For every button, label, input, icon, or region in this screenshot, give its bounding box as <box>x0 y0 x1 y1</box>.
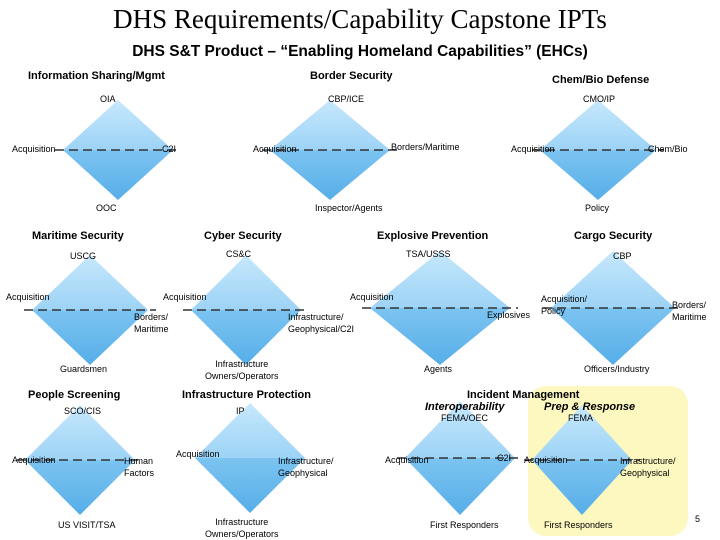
ipt-left-label: Acquisition <box>253 144 297 154</box>
ipt-subheader-prep-response: Prep & Response <box>544 401 636 413</box>
ipt-bottom-label: Infrastructure Owners/Operators <box>205 517 279 539</box>
ipt-left-label: Acquisition <box>524 455 568 465</box>
ipt-top-label: TSA/USSS <box>406 249 451 259</box>
ipt-diamond <box>532 100 664 200</box>
ipt-bottom-label: Officers/Industry <box>584 364 650 374</box>
ipt-left-label: Acquisition <box>176 449 220 459</box>
diamond-upper-half <box>270 100 390 150</box>
ipt-bottom-label: Infrastructure Owners/Operators <box>205 359 279 381</box>
ipt-top-label: CBP <box>613 251 632 261</box>
ipt-top-label: USCG <box>70 251 97 261</box>
ipt-left-label: Acquisition <box>6 292 50 302</box>
ipt-diamond <box>543 251 683 365</box>
diamond-lower-half <box>195 458 305 513</box>
ipt-right-label: Human Factors <box>124 456 155 478</box>
ipt-left-label: Acquisition/ Policy <box>541 294 588 316</box>
ipt-diamond <box>24 255 156 365</box>
ipt-top-label: CMO/IP <box>583 94 616 104</box>
ipt-top-label: FEMA/OEC <box>441 413 489 423</box>
ipt-top-label: IP <box>236 406 245 416</box>
ipt-header-cargo-security: Cargo Security <box>574 230 653 242</box>
diamond-upper-half <box>195 403 305 458</box>
ipt-right-label: Explosives <box>487 310 531 320</box>
ipt-left-label: Acquisition <box>163 292 207 302</box>
ipt-diamond <box>195 403 305 513</box>
ipt-diamond <box>183 255 309 365</box>
ipt-diamond <box>524 405 640 515</box>
ipt-header-incident-management: Incident Management <box>467 389 580 401</box>
ipt-diamond <box>17 405 143 515</box>
diamond-lower-half <box>405 458 515 515</box>
diamond-lower-half <box>63 150 173 200</box>
ipt-top-label: CBP/ICE <box>328 94 365 104</box>
page-number: 5 <box>695 514 701 524</box>
diamond-upper-half <box>32 255 148 310</box>
diamond-lower-half <box>370 308 510 365</box>
ipt-left-label: Acquisition <box>511 144 555 154</box>
ipt-right-label: Borders/ Maritime <box>672 300 707 322</box>
ipt-diamond <box>262 100 398 200</box>
diamond-lower-half <box>32 310 148 365</box>
ipt-diamond <box>397 401 523 515</box>
ipt-top-label: SCO/CIS <box>64 406 102 416</box>
ipt-subheader-interoperability: Interoperability <box>425 401 505 413</box>
ipt-right-label: Borders/ Maritime <box>134 312 169 334</box>
ipt-bottom-label: Inspector/Agents <box>315 203 383 213</box>
ipt-right-label: Infrastructure/ Geophysical/C2I <box>288 312 355 334</box>
diamond-upper-half <box>540 100 656 150</box>
ipt-diamond <box>55 100 181 200</box>
ipt-header-people-screening: People Screening <box>28 389 121 401</box>
ipt-header-maritime-security: Maritime Security <box>32 230 124 242</box>
ipt-top-label: OIA <box>100 94 116 104</box>
ipt-header-cyber-security: Cyber Security <box>204 230 282 242</box>
ipt-top-label: CS&C <box>226 249 252 259</box>
diamond-lower-half <box>551 308 675 365</box>
diamond-upper-half <box>191 255 301 310</box>
diamond-lower-half <box>270 150 390 200</box>
ipt-right-label: C2I <box>497 453 512 463</box>
diamond-upper-half <box>63 100 173 150</box>
diamond-lower-half <box>532 460 632 515</box>
ipt-bottom-label: Policy <box>585 203 610 213</box>
ipt-right-label: Infrastructure/ Geophysical <box>278 456 334 478</box>
ipt-bottom-label: OOC <box>96 203 117 213</box>
page-title: DHS Requirements/Capability Capstone IPT… <box>113 4 607 34</box>
ipt-bottom-label: US VISIT/TSA <box>58 520 116 530</box>
diamond-upper-half <box>532 405 632 460</box>
page-subtitle: DHS S&T Product – “Enabling Homeland Cap… <box>132 43 588 60</box>
diamond-lower-half <box>191 310 301 365</box>
ipt-header-explosive-prevention: Explosive Prevention <box>377 230 489 242</box>
diamond-upper-half <box>370 251 510 308</box>
ipt-right-label: Infrastructure/ Geophysical <box>620 456 676 478</box>
diamond-upper-half <box>551 251 675 308</box>
ipt-left-label: Acquisition <box>385 455 429 465</box>
diamond-upper-half <box>405 401 515 458</box>
ipt-bottom-label: Guardsmen <box>60 364 108 374</box>
ipt-diamond <box>362 251 518 365</box>
ipt-header-border-security: Border Security <box>310 70 393 82</box>
ipt-bottom-label: Agents <box>424 364 453 374</box>
ipt-header-information-sharing: Information Sharing/Mgmt <box>28 70 165 82</box>
ipt-left-label: Acquisition <box>12 144 56 154</box>
diamond-lower-half <box>25 460 135 515</box>
ipt-top-label: FEMA <box>568 413 594 423</box>
ipt-right-label: C2I <box>162 144 177 154</box>
ipt-header-infrastructure-protection: Infrastructure Protection <box>182 389 311 401</box>
ipt-right-label: Chem/Bio <box>648 144 688 154</box>
ipt-left-label: Acquisition <box>350 292 394 302</box>
diamond-lower-half <box>540 150 656 200</box>
ipt-bottom-label: First Responders <box>430 520 499 530</box>
ipt-bottom-label: First Responders <box>544 520 613 530</box>
diamond-upper-half <box>25 405 135 460</box>
ipt-right-label: Borders/Maritime <box>391 142 460 152</box>
ipt-left-label: Acquisition <box>12 455 56 465</box>
ipt-header-chem-bio-defense: Chem/Bio Defense <box>552 74 650 86</box>
